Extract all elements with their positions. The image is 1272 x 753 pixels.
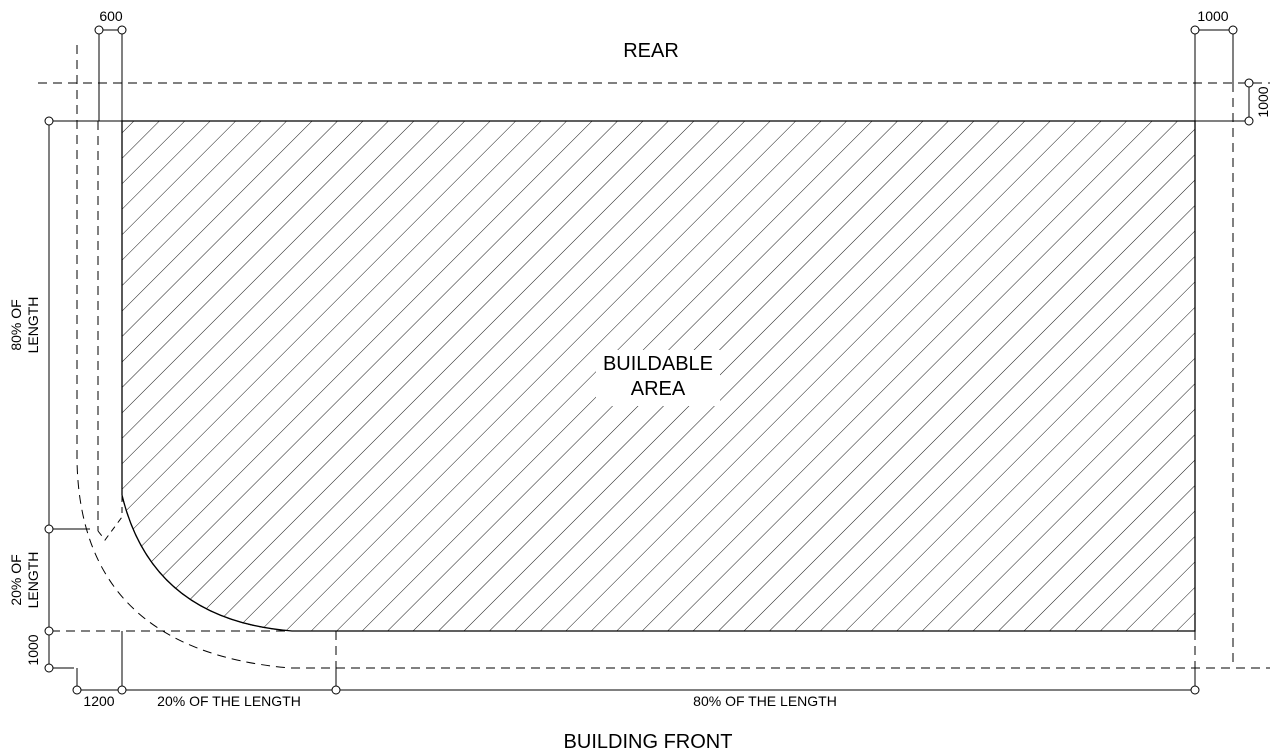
dim-top-left-setback: 600 bbox=[99, 8, 123, 24]
dim-left-lower-line2: LENGTH bbox=[25, 552, 41, 609]
buildable-area-label-line2: AREA bbox=[631, 378, 686, 400]
buildable-label-background bbox=[596, 350, 720, 406]
dim-bottom-left-setback: 1200 bbox=[83, 693, 114, 709]
dim-top-right-setback: 1000 bbox=[1197, 8, 1228, 24]
outer-curved-boundary bbox=[76, 45, 336, 669]
dimension-markers bbox=[44, 25, 1254, 695]
extension-lines bbox=[48, 29, 1250, 691]
buildable-area-label-line1: BUILDABLE bbox=[603, 353, 713, 375]
dim-bottom-short: 20% OF THE LENGTH bbox=[157, 693, 301, 709]
dim-right-rear-setback: 1000 bbox=[1255, 86, 1271, 117]
corner-curve-boundary bbox=[97, 494, 293, 632]
dim-left-upper-line2: LENGTH bbox=[25, 297, 41, 354]
dim-left-upper-line1: 80% OF bbox=[8, 299, 24, 350]
rear-label: REAR bbox=[623, 40, 679, 62]
dim-bottom-long: 80% OF THE LENGTH bbox=[693, 693, 837, 709]
dim-left-bottom-setback: 1000 bbox=[25, 634, 41, 665]
dim-left-lower-line1: 20% OF bbox=[8, 554, 24, 605]
building-front-label: BUILDING FRONT bbox=[564, 731, 733, 753]
